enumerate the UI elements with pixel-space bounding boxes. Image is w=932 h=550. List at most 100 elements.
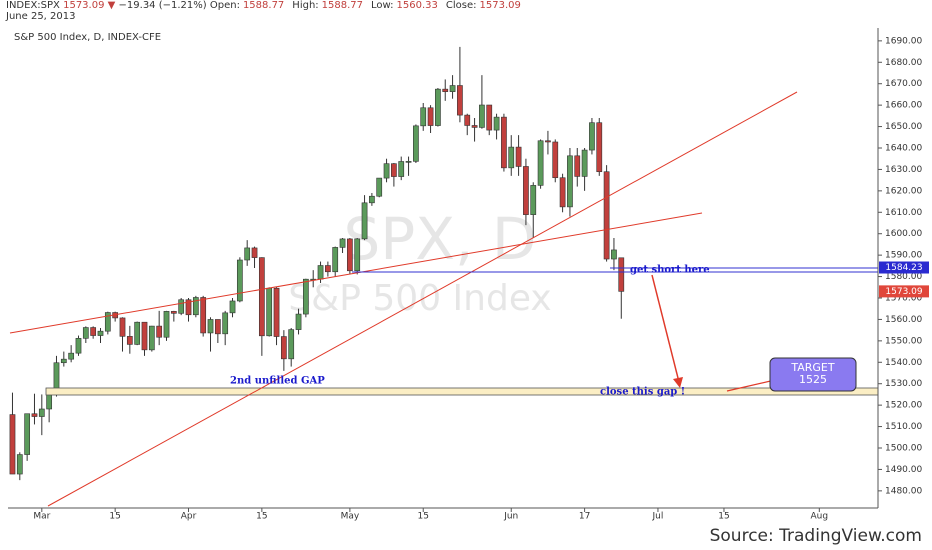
price-tag (879, 261, 929, 274)
candle-body (596, 122, 603, 173)
candle-body (244, 247, 251, 261)
annotation-text: close this gap ! (600, 387, 685, 398)
candle-body (574, 155, 581, 177)
candle-body (200, 297, 207, 334)
candle-body (413, 125, 419, 162)
ohlc-fields: Open: 1588.77 High: 1588.77 Low: 1560.33 Close… (210, 0, 529, 11)
candle-body (280, 336, 287, 360)
down-arrow: ▼ (107, 0, 116, 11)
candle-body (119, 317, 126, 337)
y-tick-label: 1530.00 (885, 379, 922, 389)
candle-body (545, 140, 551, 143)
candle-body (170, 311, 177, 314)
x-tick-label: Jul (652, 512, 664, 522)
y-tick-label: 1490.00 (885, 465, 922, 475)
y-tick-label: 1520.00 (885, 401, 922, 411)
candle-body (258, 257, 265, 337)
field-value: 1560.33 (396, 0, 438, 11)
field-value: 1588.77 (242, 0, 285, 11)
watermark: SPX, D (343, 205, 536, 273)
candle-body (339, 238, 346, 248)
candle-body (354, 238, 361, 272)
y-tick-label: 1630.00 (885, 165, 922, 175)
candle-body (9, 414, 16, 475)
candle-body (60, 358, 67, 364)
candle-body (251, 247, 258, 258)
x-tick-label: Aug (811, 512, 829, 522)
source: Source: TradingView.com (710, 526, 922, 546)
candle-body (141, 321, 148, 351)
callout-line (726, 379, 776, 392)
candle-body (530, 185, 537, 215)
candle-body (38, 408, 45, 417)
candle-body (449, 85, 456, 92)
candle-body (361, 202, 368, 240)
last-price: 1573.09 (63, 0, 105, 11)
candle-body (31, 413, 38, 417)
candle-body (126, 336, 133, 345)
candle-body (611, 249, 617, 260)
candle-body (266, 287, 273, 337)
candle-body (207, 319, 214, 334)
candle-body (435, 88, 441, 126)
candle-body (288, 329, 295, 360)
y-tick-label: 1590.00 (885, 251, 922, 261)
candle-body (134, 321, 141, 345)
candle-body (552, 141, 559, 179)
field-value: 1588.77 (321, 0, 364, 11)
candle-body (222, 312, 229, 335)
field-label: High: (292, 0, 319, 11)
change: −19.34 (−1.21%) (118, 0, 207, 11)
target-value: 1525 (799, 373, 827, 386)
candle-body (325, 265, 331, 273)
price-tag (879, 285, 929, 298)
y-tick-label: 1640.00 (885, 144, 922, 154)
candle-body (464, 114, 471, 126)
candle-body (229, 300, 236, 314)
x-tick-label: 15 (256, 512, 267, 522)
annotations: TARGET 1525 get short here close this ga… (9, 91, 879, 507)
annotation-text: 2nd unfilled GAP (230, 376, 325, 387)
y-tick-label: 1560.00 (885, 315, 922, 325)
candle-body (156, 325, 163, 338)
candle-body (442, 88, 449, 92)
x-tick-label: Mar (33, 512, 50, 522)
field-label: Open: (209, 0, 240, 11)
candle-body (16, 454, 23, 475)
candle-body (185, 299, 192, 316)
candle-body (75, 338, 82, 354)
x-tick-label: 15 (418, 512, 429, 522)
chart-title: S&P 500 Index, D, INDEX-CFE (14, 32, 161, 43)
candle-body (618, 257, 625, 292)
candle-body (581, 149, 588, 177)
x-tick-label: Jun (503, 512, 518, 522)
candle-body (163, 311, 170, 338)
candle-body (486, 104, 493, 131)
candle-body (383, 163, 390, 179)
annotation-text: get short here (630, 265, 710, 276)
candle-body (68, 352, 75, 360)
candle-body (104, 312, 111, 332)
target-box (769, 357, 857, 392)
candle-body (46, 393, 53, 410)
x-tick-label: 15 (718, 512, 729, 522)
price-tag-label: 1573.09 (885, 287, 922, 297)
candle-body (369, 195, 375, 204)
watermark-sub: S&P 500 Index (288, 278, 551, 319)
candle-body (148, 325, 155, 351)
y-tick-label: 1510.00 (885, 422, 922, 432)
candle-body (90, 327, 97, 336)
candle-body (24, 413, 31, 455)
candle-body (317, 265, 324, 280)
candle-body (391, 163, 397, 177)
y-tick-label: 1690.00 (885, 36, 922, 46)
arrow-head (673, 377, 683, 388)
target-label: TARGET (790, 361, 835, 374)
candle-body (523, 166, 529, 215)
candle-body (567, 155, 573, 208)
symbol: INDEX:SPX (6, 0, 60, 11)
field-value: 1573.09 (479, 0, 521, 11)
field-label: Close: (445, 0, 477, 11)
candle-body (493, 116, 500, 131)
